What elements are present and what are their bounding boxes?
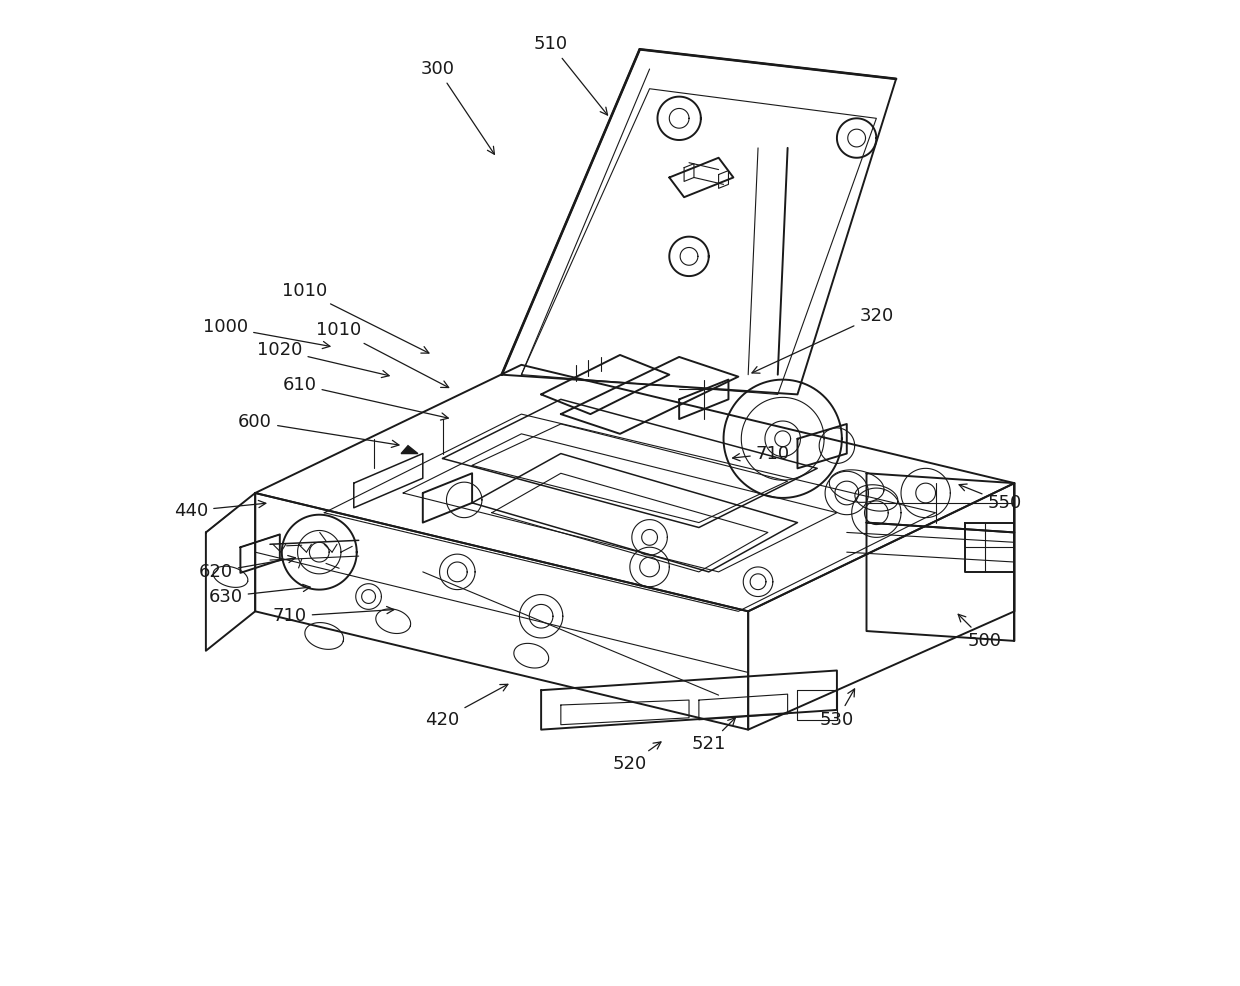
Text: 510: 510 (534, 35, 608, 115)
Text: 300: 300 (420, 60, 495, 154)
Polygon shape (401, 446, 418, 454)
Text: 520: 520 (613, 741, 661, 773)
Text: 620: 620 (198, 555, 295, 581)
Text: 530: 530 (820, 689, 854, 729)
Text: 630: 630 (208, 585, 310, 605)
Text: 500: 500 (959, 614, 1002, 650)
Text: 1020: 1020 (257, 341, 389, 378)
Text: 710: 710 (733, 445, 790, 462)
Text: 550: 550 (959, 484, 1022, 512)
Text: 521: 521 (692, 718, 735, 753)
Text: 1000: 1000 (203, 318, 330, 349)
Text: 1010: 1010 (316, 321, 449, 387)
Text: 440: 440 (174, 501, 265, 520)
Text: 600: 600 (238, 413, 399, 448)
Text: 320: 320 (751, 307, 894, 373)
Text: 1010: 1010 (281, 282, 429, 353)
Text: 710: 710 (273, 606, 394, 625)
Text: 420: 420 (425, 684, 508, 729)
Text: 610: 610 (283, 376, 449, 420)
